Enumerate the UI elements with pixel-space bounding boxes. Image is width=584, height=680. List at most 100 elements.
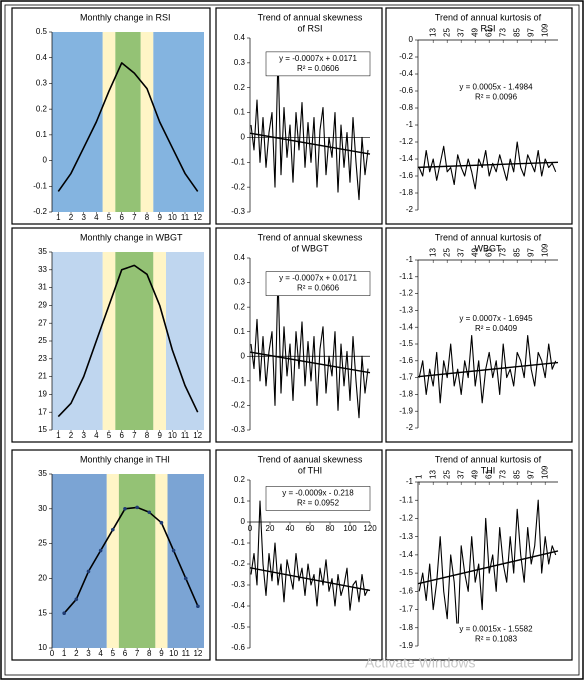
trend-r2: R² = 0.1083 xyxy=(475,635,518,644)
x-tick-label: 37 xyxy=(456,470,465,479)
x-tick-label: 25 xyxy=(442,248,451,257)
chart-title: WBGT xyxy=(475,243,502,253)
season-band xyxy=(115,252,154,430)
y-tick-label: -1.8 xyxy=(399,390,413,399)
x-tick-label: 25 xyxy=(442,470,451,479)
y-tick-label: 10 xyxy=(38,643,47,652)
season-band xyxy=(140,32,154,212)
x-tick-label: 120 xyxy=(363,524,377,533)
x-tick-label: 97 xyxy=(526,248,535,257)
y-tick-label: -0.1 xyxy=(231,538,245,547)
y-tick-label: -0.5 xyxy=(231,622,245,631)
chart-title: Trend of aanual skewness xyxy=(258,454,363,464)
x-tick-label: 49 xyxy=(470,470,479,479)
x-tick-label: 13 xyxy=(428,248,437,257)
chart-title: RSI xyxy=(480,23,495,33)
x-tick-label: 109 xyxy=(540,465,549,479)
season-band xyxy=(52,252,103,430)
panel: Monthly change in WBGT353331292725232119… xyxy=(11,227,211,443)
x-tick-label: 3 xyxy=(86,649,91,658)
chart-title: Trend of annual kurtosis of xyxy=(435,232,542,242)
y-tick-label: -1.3 xyxy=(399,532,413,541)
y-tick-label: 30 xyxy=(38,504,47,513)
y-tick-label: -0.1 xyxy=(231,376,245,385)
y-tick-label: -0.8 xyxy=(399,103,413,112)
y-tick-label: 0.3 xyxy=(234,58,246,67)
data-point xyxy=(74,597,79,602)
y-tick-label: -0.2 xyxy=(231,559,245,568)
y-tick-label: -0.6 xyxy=(399,86,413,95)
y-tick-label: 0.2 xyxy=(36,104,48,113)
season-band xyxy=(167,474,204,648)
y-tick-label: -0.2 xyxy=(399,52,413,61)
x-tick-label: 85 xyxy=(512,248,521,257)
x-tick-label: 11 xyxy=(181,431,190,440)
data-point xyxy=(62,611,66,615)
y-tick-label: 20 xyxy=(38,574,47,583)
x-tick-label: 61 xyxy=(484,28,493,37)
trend-line xyxy=(417,361,559,378)
x-tick-label: 3 xyxy=(81,213,86,222)
y-tick-label: 27 xyxy=(38,318,47,327)
x-tick-label: 10 xyxy=(169,649,178,658)
season-band xyxy=(106,474,119,648)
trend-line xyxy=(417,550,559,585)
y-tick-label: -1 xyxy=(406,255,414,264)
y-tick-label: 15 xyxy=(38,425,47,434)
y-tick-label: 0.3 xyxy=(36,79,48,88)
y-tick-label: -0.6 xyxy=(231,643,245,652)
data-line xyxy=(418,499,557,638)
x-tick-label: 109 xyxy=(540,243,549,257)
y-tick-label: -0.2 xyxy=(33,207,47,216)
y-tick-label: 33 xyxy=(38,265,47,274)
y-tick-label: 0.2 xyxy=(234,83,246,92)
x-tick-label: 3 xyxy=(81,431,86,440)
y-tick-label: 35 xyxy=(38,469,47,478)
x-tick-label: 1 xyxy=(56,213,61,222)
x-tick-label: 9 xyxy=(157,431,162,440)
y-tick-label: 0.5 xyxy=(36,27,48,36)
x-tick-label: 11 xyxy=(182,649,191,658)
y-tick-label: -1.2 xyxy=(399,137,413,146)
data-point xyxy=(147,510,152,515)
x-tick-label: 37 xyxy=(456,248,465,257)
x-tick-label: 2 xyxy=(74,649,79,658)
y-tick-label: 0.4 xyxy=(234,253,246,262)
y-tick-label: -1.9 xyxy=(399,406,413,415)
chart-title: Monthly change in WBGT xyxy=(80,232,183,242)
y-tick-label: 21 xyxy=(38,372,47,381)
x-tick-label: 12 xyxy=(193,213,202,222)
y-tick-label: -0.1 xyxy=(33,181,47,190)
y-tick-label: 29 xyxy=(38,301,47,310)
trend-equation: y = 0.0015x - 1.5582 xyxy=(459,625,533,634)
x-tick-label: 8 xyxy=(145,431,150,440)
data-line xyxy=(57,62,199,192)
x-tick-label: 7 xyxy=(132,213,137,222)
x-tick-label: 2 xyxy=(69,431,74,440)
y-tick-label: 0.2 xyxy=(234,302,246,311)
x-tick-label: 1 xyxy=(56,431,61,440)
trend-r2: R² = 0.0606 xyxy=(297,64,340,73)
equation-box xyxy=(265,486,371,511)
y-tick-label: 15 xyxy=(38,608,47,617)
y-tick-label: -0.3 xyxy=(231,425,245,434)
data-line xyxy=(57,264,199,418)
trend-equation: y = -0.0007x + 0.0171 xyxy=(279,274,357,283)
x-tick-label: 20 xyxy=(266,524,275,533)
watermark: Activate Windows xyxy=(365,655,475,671)
x-tick-label: 4 xyxy=(94,213,99,222)
chart-title: of WBGT xyxy=(291,243,329,253)
x-tick-label: 73 xyxy=(498,470,507,479)
y-tick-label: -1.7 xyxy=(399,605,413,614)
equation-box xyxy=(265,51,371,77)
data-line xyxy=(250,274,369,419)
x-tick-label: 12 xyxy=(193,649,202,658)
chart-title: of THI xyxy=(298,465,322,475)
x-tick-label: 73 xyxy=(498,248,507,257)
y-tick-label: 0.3 xyxy=(234,278,246,287)
